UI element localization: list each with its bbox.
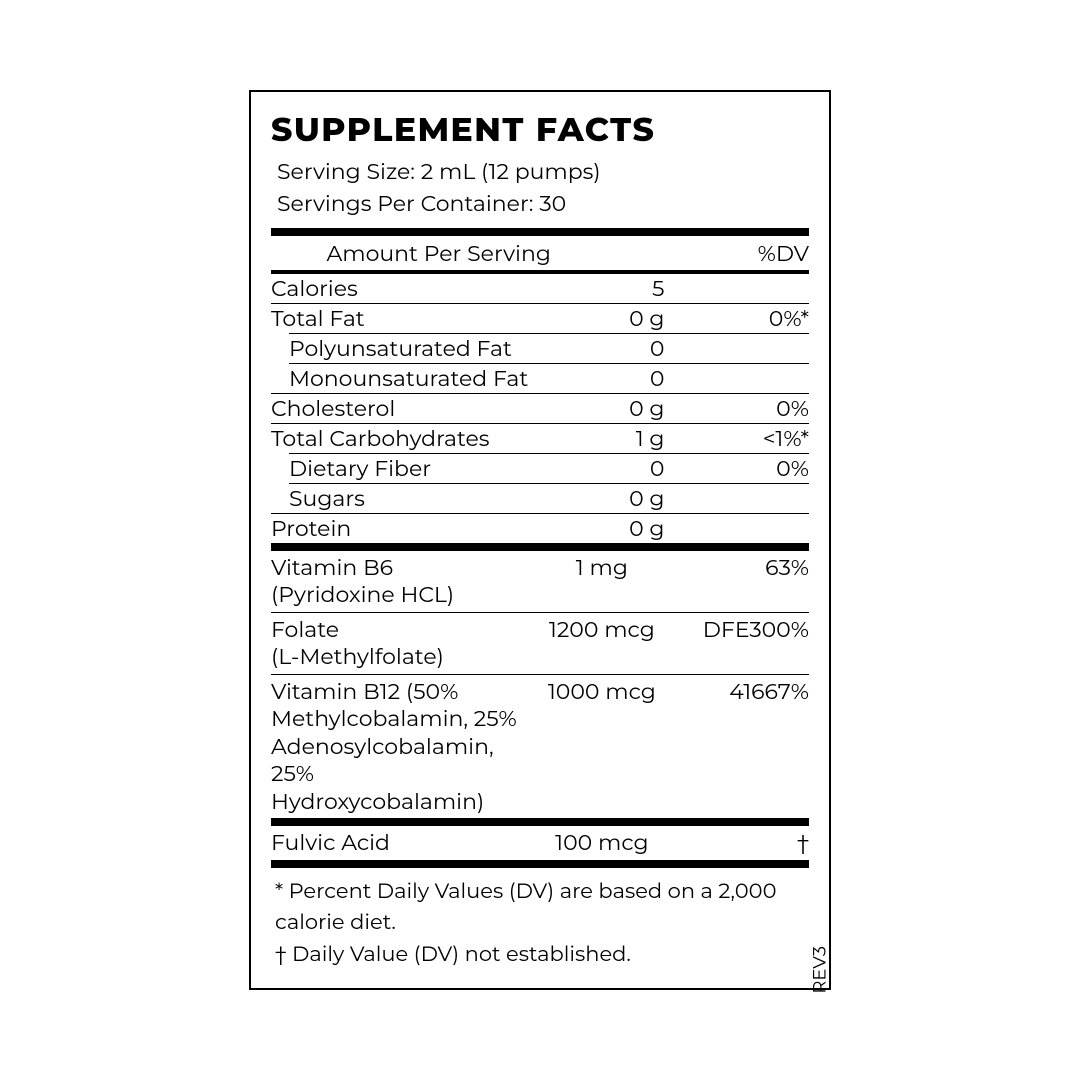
rule-thick xyxy=(271,228,809,236)
vitamin-amount: 1000 mcg xyxy=(529,678,674,705)
nutrient-name: Protein xyxy=(271,515,567,542)
vitamin-name: Vitamin B12 (50% Methylcobalamin, 25% Ad… xyxy=(271,678,529,816)
vitamin-row: Vitamin B6 (Pyridoxine HCL)1 mg63% xyxy=(271,551,809,612)
nutrient-amount: 0 xyxy=(567,365,675,392)
footnote-pdv: * Percent Daily Values (DV) are based on… xyxy=(275,876,805,939)
rule-thick xyxy=(271,543,809,551)
nutrition-row: Total Fat0 g0%* xyxy=(271,304,809,333)
footnotes: * Percent Daily Values (DV) are based on… xyxy=(271,868,809,975)
vitamin-dv: 41667% xyxy=(674,678,809,705)
nutrient-name: Dietary Fiber xyxy=(271,455,567,482)
vitamin-section: Vitamin B6 (Pyridoxine HCL)1 mg63%Folate… xyxy=(271,551,809,819)
panel-title: SUPPLEMENT FACTS xyxy=(271,110,809,150)
revision-code: REV3 xyxy=(809,946,831,994)
nutrient-dv: 0% xyxy=(674,395,809,422)
rule-thick xyxy=(271,818,809,826)
vitamin-amount: 1200 mcg xyxy=(529,616,674,643)
nutrient-amount: 0 g xyxy=(567,515,675,542)
servings-per-container: Servings Per Container: 30 xyxy=(271,188,809,220)
nutrient-name: Total Fat xyxy=(271,305,567,332)
nutrition-row: Monounsaturated Fat0 xyxy=(271,364,809,393)
ingredient-dv: † xyxy=(674,829,809,856)
nutrient-name: Sugars xyxy=(271,485,567,512)
footnote-dagger: † Daily Value (DV) not established. xyxy=(275,939,805,971)
nutrition-row: Sugars0 g xyxy=(271,484,809,513)
nutrient-name: Cholesterol xyxy=(271,395,567,422)
nutrition-row: Cholesterol0 g0% xyxy=(271,394,809,423)
vitamin-dv: 63% xyxy=(674,554,809,581)
nutrient-name: Total Carbohydrates xyxy=(271,425,567,452)
nutrient-dv: 0% xyxy=(674,455,809,482)
nutrition-row: Calories5 xyxy=(271,274,809,303)
nutrition-row: Dietary Fiber00% xyxy=(271,454,809,483)
nutrient-amount: 0 xyxy=(567,335,675,362)
serving-size: Serving Size: 2 mL (12 pumps) xyxy=(271,156,809,188)
rule-thick xyxy=(271,860,809,868)
nutrient-dv: 0%* xyxy=(674,305,809,332)
vitamin-row: Vitamin B12 (50% Methylcobalamin, 25% Ad… xyxy=(271,675,809,819)
nutrient-amount: 0 xyxy=(567,455,675,482)
nutrient-amount: 5 xyxy=(567,275,675,302)
nutrient-name: Polyunsaturated Fat xyxy=(271,335,567,362)
ingredient-name: Fulvic Acid xyxy=(271,829,529,857)
column-header-row: Amount Per Serving %DV xyxy=(271,236,809,270)
nutrient-amount: 0 g xyxy=(567,305,675,332)
nutrient-name: Calories xyxy=(271,275,567,302)
nutrient-name: Monounsaturated Fat xyxy=(271,365,567,392)
nutrient-dv: <1%* xyxy=(674,425,809,452)
vitamin-row: Folate (L-Methylfolate)1200 mcgDFE300% xyxy=(271,613,809,674)
nutrition-row: Protein0 g xyxy=(271,514,809,543)
vitamin-amount: 1 mg xyxy=(529,554,674,581)
header-dv-label: %DV xyxy=(674,240,809,267)
other-row: Fulvic Acid100 mcg† xyxy=(271,826,809,860)
other-section: Fulvic Acid100 mcg† xyxy=(271,826,809,860)
vitamin-name: Vitamin B6 (Pyridoxine HCL) xyxy=(271,554,529,609)
supplement-facts-label: SUPPLEMENT FACTS Serving Size: 2 mL (12 … xyxy=(249,90,831,990)
nutrient-amount: 1 g xyxy=(567,425,675,452)
nutrient-amount: 0 g xyxy=(567,485,675,512)
vitamin-dv: DFE300% xyxy=(674,616,809,643)
ingredient-amount: 100 mcg xyxy=(529,829,674,856)
nutrition-section: Calories5Total Fat0 g0%*Polyunsaturated … xyxy=(271,274,809,543)
nutrient-amount: 0 g xyxy=(567,395,675,422)
vitamin-name: Folate (L-Methylfolate) xyxy=(271,616,529,671)
nutrition-row: Polyunsaturated Fat0 xyxy=(271,334,809,363)
nutrition-row: Total Carbohydrates1 g<1%* xyxy=(271,424,809,453)
header-amount-label: Amount Per Serving xyxy=(271,240,567,267)
